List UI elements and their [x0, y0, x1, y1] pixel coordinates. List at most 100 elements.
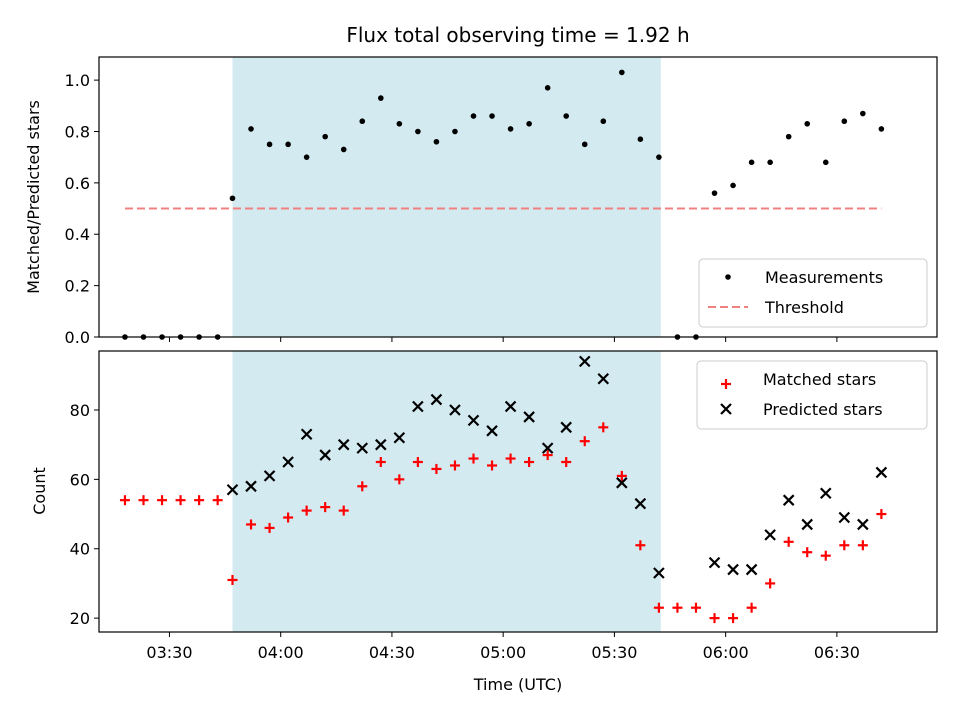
matched-star-point	[820, 550, 831, 561]
measurement-point	[507, 126, 514, 132]
measurement-point	[804, 120, 811, 127]
legend-measurements-label: Measurements	[765, 268, 883, 287]
predicted-star-point	[560, 421, 572, 434]
matched-star-point	[598, 422, 609, 433]
predicted-star-point	[857, 518, 869, 531]
matched-star-point	[635, 540, 646, 551]
matched-star-point	[653, 602, 664, 613]
top-y-tick-label: 0.2	[65, 277, 90, 296]
top-axes-frame	[98, 56, 938, 338]
x-tick-label: 04:30	[369, 643, 415, 662]
matched-star-point	[709, 613, 720, 624]
predicted-star-point	[467, 414, 480, 427]
predicted-star-point	[282, 456, 294, 468]
matched-star-point	[579, 436, 590, 447]
predicted-star-point	[634, 497, 647, 510]
top-y-tick-label: 0.0	[65, 328, 90, 347]
matched-star-point	[431, 463, 442, 474]
measurement-point	[359, 118, 366, 125]
predicted-star-point	[838, 511, 851, 524]
matched-star-point	[839, 540, 850, 551]
matched-star-point	[728, 613, 739, 624]
matched-star-point	[246, 519, 257, 530]
predicted-star-point	[245, 480, 257, 493]
measurement-point	[581, 141, 588, 148]
bottom-legend-box	[696, 360, 928, 430]
bottom-y-tick-label: 40	[70, 540, 90, 559]
matched-star-point	[857, 540, 868, 551]
top-ticks: 0.0 0.2 0.4 0.6 0.8 1.0	[65, 71, 838, 347]
bottom-y-tick-label: 80	[70, 401, 90, 420]
matched-star-point	[449, 460, 460, 471]
top-legend: Measurements Threshold	[698, 258, 928, 328]
x-axis-label: Time (UTC)	[473, 675, 562, 694]
measurement-point	[433, 138, 440, 145]
predicted-star-point	[412, 400, 424, 413]
x-tick-label: 04:00	[258, 643, 304, 662]
matched-star-point	[487, 460, 498, 471]
measurement-point	[248, 126, 254, 132]
measurement-point	[229, 195, 236, 202]
predicted-star-point	[523, 411, 535, 423]
matched-star-point	[561, 457, 572, 468]
matched-stars-points	[119, 422, 887, 624]
measurement-point	[563, 113, 570, 119]
predicted-stars-points	[226, 355, 888, 579]
matched-star-point	[157, 495, 168, 506]
measurement-point	[340, 146, 347, 153]
predicted-star-point	[393, 431, 406, 444]
matched-star-point	[616, 470, 627, 481]
x-tick-label: 03:30	[146, 643, 192, 662]
legend-measurements-marker	[725, 274, 731, 280]
bottom-y-tick-label: 60	[70, 470, 90, 489]
measurement-point	[303, 154, 310, 160]
matched-star-point	[690, 602, 701, 613]
measurement-point	[748, 159, 755, 166]
matched-star-point	[876, 509, 887, 520]
x-tick-label: 05:00	[480, 643, 526, 662]
x-tick-label: 06:30	[814, 643, 860, 662]
legend-predicted-marker	[720, 403, 732, 415]
measurement-point	[544, 85, 551, 91]
x-tick-label: 06:00	[703, 643, 749, 662]
matched-star-point	[138, 495, 149, 506]
measurement-point	[656, 154, 662, 160]
predicted-star-point	[597, 372, 610, 385]
predicted-star-point	[578, 355, 591, 368]
top-shaded-span	[232, 57, 661, 337]
matched-star-point	[783, 536, 794, 547]
matched-star-point	[264, 522, 275, 533]
matched-star-point	[524, 457, 535, 468]
matched-star-point	[175, 495, 186, 506]
measurement-point	[860, 110, 866, 117]
predicted-star-point	[226, 483, 239, 496]
matched-star-point	[212, 495, 223, 506]
x-tick-label: 05:30	[591, 643, 637, 662]
matched-star-point	[283, 512, 294, 523]
measurement-point	[526, 120, 532, 127]
measurement-point	[322, 133, 328, 140]
matched-star-point	[542, 450, 553, 461]
matched-star-point	[765, 578, 776, 589]
bottom-y-tick-label: 20	[70, 609, 90, 628]
matched-star-point	[802, 547, 813, 558]
predicted-star-point	[782, 494, 795, 506]
top-y-tick-label: 1.0	[65, 71, 90, 90]
top-legend-box	[698, 258, 928, 328]
legend-threshold-label: Threshold	[764, 298, 844, 317]
legend-predicted-label: Predicted stars	[763, 400, 883, 419]
predicted-star-point	[819, 487, 832, 500]
bottom-y-axis-label: Count	[30, 467, 49, 515]
predicted-star-point	[504, 400, 517, 413]
measurement-point	[878, 126, 885, 132]
measurement-point	[619, 69, 625, 76]
measurement-point	[711, 190, 718, 196]
top-panel: 0.0 0.2 0.4 0.6 0.8 1.0 Matched/Predicted sta…	[24, 56, 938, 347]
predicted-star-point	[449, 404, 461, 416]
predicted-star-point	[745, 563, 758, 576]
matched-star-point	[672, 602, 683, 613]
legend-matched-label: Matched stars	[763, 370, 876, 389]
predicted-star-point	[337, 438, 350, 451]
top-y-tick-label: 0.4	[65, 225, 90, 244]
measurement-point	[767, 159, 773, 166]
